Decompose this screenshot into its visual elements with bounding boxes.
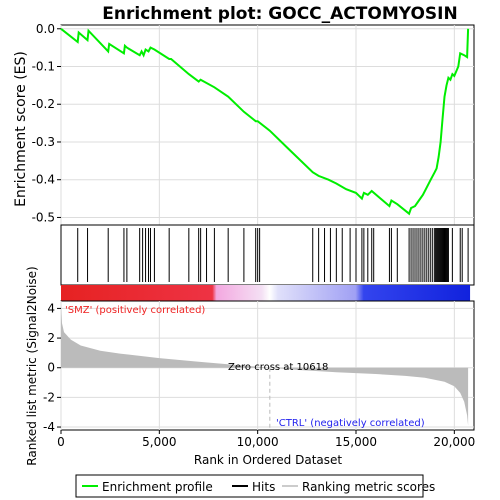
- x-tick-label: 5,000: [142, 435, 176, 449]
- es-y-axis-label: Enrichment score (ES): [13, 51, 29, 207]
- zero-cross-label: Zero cross at 10618: [228, 362, 328, 373]
- es-y-tick-label: -0.1: [32, 60, 55, 74]
- es-y-tick-label: -0.5: [32, 210, 55, 224]
- es-panel-frame: [60, 24, 475, 226]
- legend-box: [75, 474, 424, 498]
- metric-y-tick-label: 2: [47, 331, 55, 345]
- x-axis-ticks: 0 5,000 10,000 15,000 20,000: [57, 430, 475, 449]
- hit-markers: [77, 228, 469, 282]
- es-y-tick-label: 0.0: [36, 22, 55, 36]
- hits-panel-frame: [60, 224, 475, 286]
- es-y-axis-ticks: 0.0 -0.1 -0.2 -0.3 -0.4 -0.5: [32, 22, 61, 224]
- chart-title: Enrichment plot: GOCC_ACTOMYOSIN: [102, 4, 457, 24]
- metric-y-axis-label: Ranked list metric (Signal2Noise): [25, 266, 39, 465]
- es-panel: 0.0 -0.1 -0.2 -0.3 -0.4 -0.5 Enrichment score…: [13, 22, 475, 226]
- es-y-tick-label: -0.4: [32, 173, 55, 187]
- x-tick-label: 0: [57, 435, 65, 449]
- rank-color-gradient: [61, 285, 471, 301]
- metric-panel: 4 2 0 -2 -4 'SMZ' (positively correlated) Ze…: [25, 266, 475, 466]
- x-tick-label: 10,000: [237, 435, 279, 449]
- legend-metric-label: Ranking metric scores: [302, 480, 435, 494]
- hits-panel: [60, 224, 475, 286]
- legend-hits-label: Hits: [252, 480, 275, 494]
- x-axis-label: Rank in Ordered Dataset: [194, 453, 342, 467]
- enrichment-profile-line: [60, 28, 470, 216]
- metric-y-tick-label: -2: [43, 390, 55, 404]
- legend: Enrichment profile Hits Ranking metric s…: [75, 474, 435, 498]
- metric-y-axis-ticks: 4 2 0 -2 -4: [43, 301, 61, 434]
- ranking-metric-area: [61, 304, 469, 426]
- negative-label: 'CTRL' (negatively correlated): [276, 418, 425, 429]
- metric-y-tick-label: 4: [47, 301, 55, 315]
- es-grid: [60, 25, 474, 225]
- rank-color-bar: [61, 285, 471, 301]
- es-y-tick-label: -0.3: [32, 135, 55, 149]
- metric-y-tick-label: -4: [43, 420, 55, 434]
- x-tick-label: 20,000: [433, 435, 475, 449]
- es-y-tick-label: -0.2: [32, 97, 55, 111]
- x-tick-label: 15,000: [335, 435, 377, 449]
- positive-label: 'SMZ' (positively correlated): [65, 305, 205, 316]
- metric-y-tick-label: 0: [47, 361, 55, 375]
- legend-enrichment-label: Enrichment profile: [102, 480, 213, 494]
